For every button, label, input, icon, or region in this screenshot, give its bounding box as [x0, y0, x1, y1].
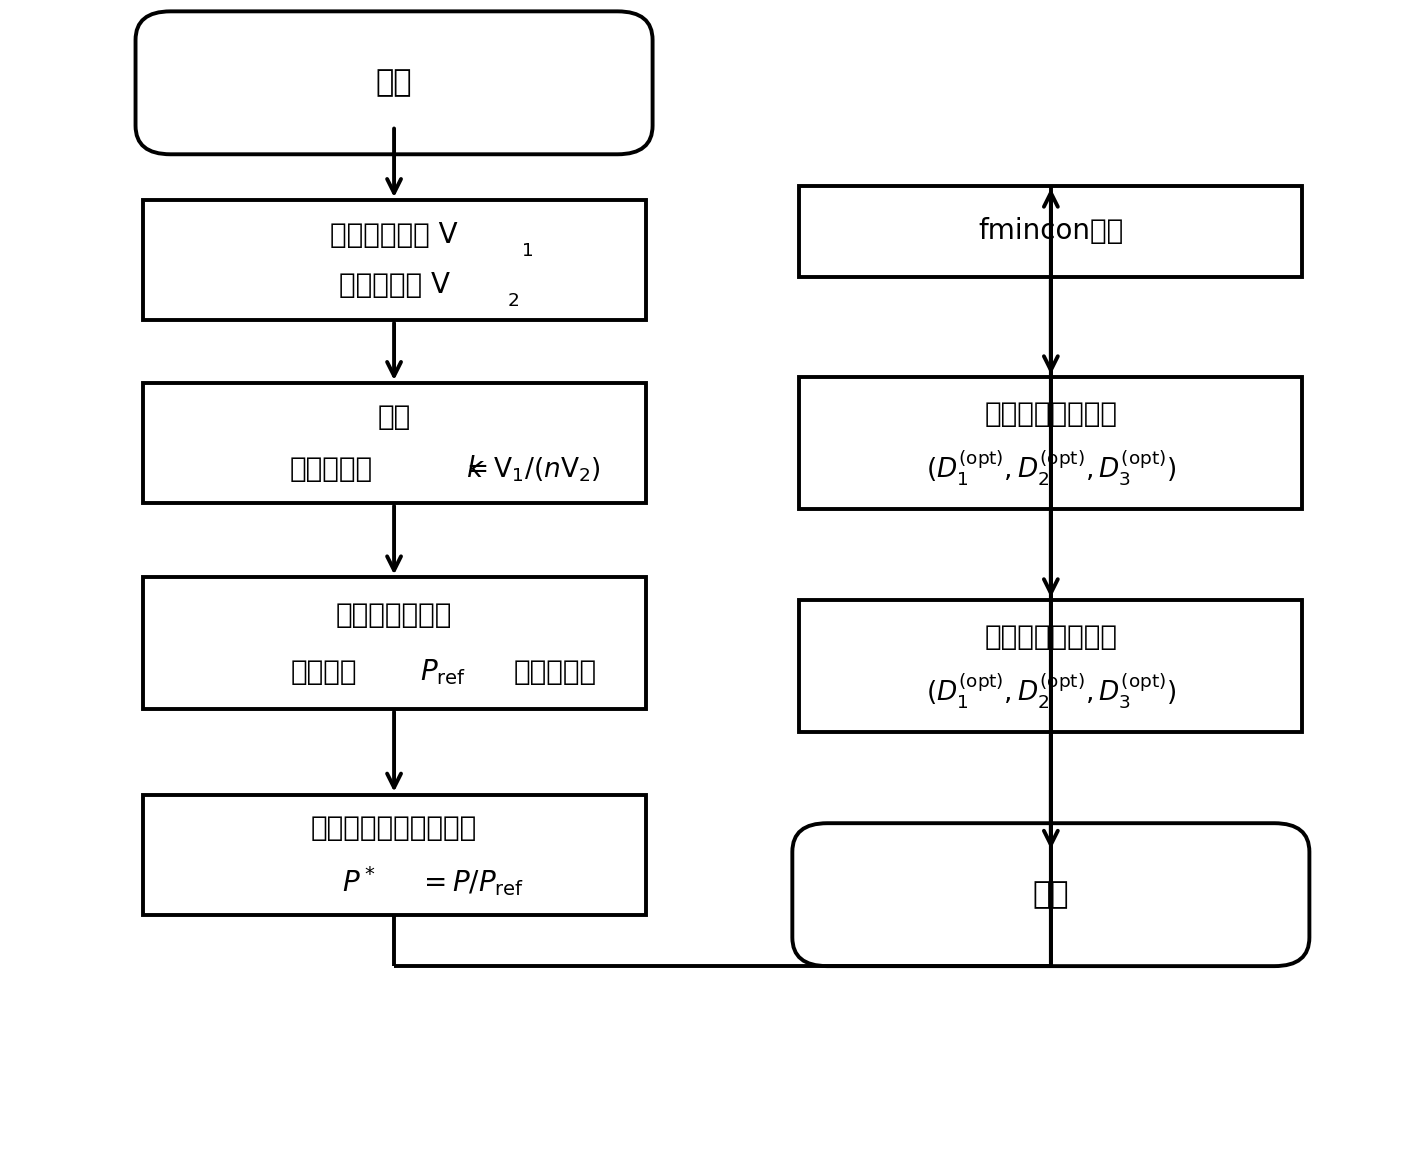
Text: 计算: 计算 [377, 402, 411, 431]
Text: 确定每种模式的: 确定每种模式的 [335, 601, 452, 629]
Text: $= {\rm V}_1/(n{\rm V}_2)$: $= {\rm V}_1/(n{\rm V}_2)$ [462, 455, 600, 484]
FancyBboxPatch shape [800, 186, 1302, 277]
Text: $P_{\rm ref}$: $P_{\rm ref}$ [419, 657, 466, 687]
Text: 和运行边界: 和运行边界 [513, 657, 596, 686]
FancyBboxPatch shape [143, 795, 645, 915]
Text: $= P/P_{\rm ref}$: $= P/P_{\rm ref}$ [418, 869, 523, 899]
Text: $k$: $k$ [466, 455, 484, 484]
FancyBboxPatch shape [143, 383, 645, 503]
Text: $_1$: $_1$ [521, 232, 533, 259]
Text: 结束: 结束 [1033, 880, 1069, 909]
Text: 测量输入电压 V: 测量输入电压 V [330, 221, 457, 249]
Text: 开始: 开始 [376, 68, 412, 98]
FancyBboxPatch shape [136, 11, 652, 154]
Text: $(D_1^{\rm (opt)},D_2^{\rm (opt)},D_3^{\rm (opt)})$: $(D_1^{\rm (opt)},D_2^{\rm (opt)},D_3^{\… [926, 448, 1176, 488]
Text: 计算传输功率的标幺值: 计算传输功率的标幺值 [311, 815, 477, 842]
FancyBboxPatch shape [800, 600, 1302, 732]
Text: 求解最优运行状态: 求解最优运行状态 [985, 400, 1117, 429]
FancyBboxPatch shape [143, 577, 645, 709]
FancyBboxPatch shape [143, 200, 645, 321]
Text: 输出最优运行状态: 输出最优运行状态 [985, 624, 1117, 651]
FancyBboxPatch shape [800, 377, 1302, 509]
Text: $(D_1^{\rm (opt)},D_2^{\rm (opt)},D_3^{\rm (opt)})$: $(D_1^{\rm (opt)},D_2^{\rm (opt)},D_3^{\… [926, 671, 1176, 711]
FancyBboxPatch shape [793, 823, 1309, 966]
Text: fmincon优化: fmincon优化 [978, 217, 1124, 246]
Text: $_2$: $_2$ [506, 283, 519, 308]
Text: 电压匹配比: 电压匹配比 [289, 455, 373, 484]
Text: $P^*$: $P^*$ [342, 869, 376, 899]
Text: 和输出电压 V: 和输出电压 V [338, 271, 449, 299]
Text: 功率等级: 功率等级 [290, 657, 358, 686]
